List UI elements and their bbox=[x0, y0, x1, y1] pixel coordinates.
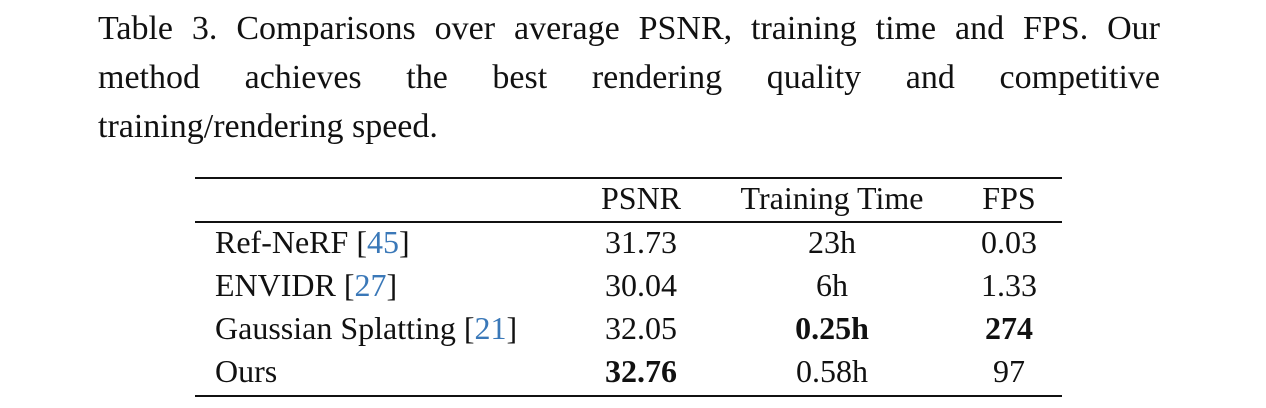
column-header: Training Time bbox=[740, 180, 924, 216]
method-text: ] bbox=[398, 224, 410, 260]
column-header: FPS bbox=[982, 180, 1036, 216]
column-header: PSNR bbox=[600, 180, 682, 216]
value-cell: 0.03 bbox=[981, 224, 1037, 260]
value-cell: 32.05 bbox=[605, 310, 677, 346]
method-cell: Ref-NeRF [45] bbox=[215, 222, 410, 262]
value-cell: 1.33 bbox=[981, 267, 1037, 303]
bottom-rule bbox=[195, 395, 1062, 397]
value-cell: 31.73 bbox=[605, 224, 677, 260]
mid-rule bbox=[195, 221, 1062, 223]
method-text: Gaussian Splatting [ bbox=[215, 310, 475, 346]
method-text: ] bbox=[506, 310, 518, 346]
value-cell: 97 bbox=[993, 353, 1025, 389]
method-cell: Gaussian Splatting [21] bbox=[215, 308, 517, 348]
value-cell: 0.25h bbox=[795, 310, 869, 346]
citation: 27 bbox=[354, 267, 387, 303]
value-cell: 23h bbox=[808, 224, 856, 260]
value-cell: 0.58h bbox=[796, 353, 868, 389]
method-text: ENVIDR [ bbox=[215, 267, 355, 303]
value-cell: 6h bbox=[816, 267, 848, 303]
method-cell: ENVIDR [27] bbox=[215, 265, 397, 305]
table-caption: Table 3. Comparisons over average PSNR, … bbox=[98, 10, 1160, 145]
value-cell: 30.04 bbox=[605, 267, 677, 303]
citation: 21 bbox=[474, 310, 507, 346]
method-text: Ours bbox=[215, 353, 278, 389]
method-cell: Ours bbox=[215, 351, 277, 391]
value-cell: 32.76 bbox=[605, 353, 677, 389]
method-text: Ref-NeRF [ bbox=[215, 224, 367, 260]
citation: 45 bbox=[366, 224, 399, 260]
top-rule bbox=[195, 177, 1062, 179]
value-cell: 274 bbox=[985, 310, 1033, 346]
method-text: ] bbox=[386, 267, 398, 303]
